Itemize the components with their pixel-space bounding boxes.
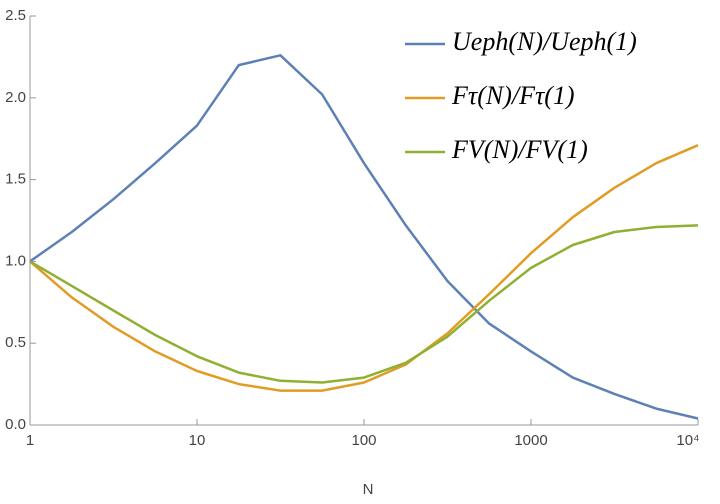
- x-tick-label: 10⁴: [676, 432, 699, 449]
- x-tick-label: 100: [351, 432, 376, 449]
- x-tick-label: 10: [189, 432, 206, 449]
- legend-label: Fτ(N)/Fτ(1): [451, 81, 575, 110]
- legend-label: Ueph(N)/Ueph(1): [452, 27, 637, 56]
- x-axis-label: N: [363, 481, 374, 498]
- line: [29, 54, 699, 420]
- y-tick-label: 0.5: [5, 334, 26, 351]
- y-tick-label: 1.0: [5, 252, 26, 269]
- y-tick-label: 2.5: [5, 7, 26, 24]
- line: [29, 224, 699, 384]
- x-tick-label: 1000: [514, 432, 547, 449]
- y-tick-label: 0.0: [5, 416, 26, 433]
- legend-label: FV(N)/FV(1): [451, 135, 588, 164]
- line: [29, 144, 699, 392]
- y-tick-label: 1.5: [5, 171, 26, 188]
- x-tick-label: 1: [26, 432, 34, 449]
- y-tick-label: 2.0: [5, 89, 26, 106]
